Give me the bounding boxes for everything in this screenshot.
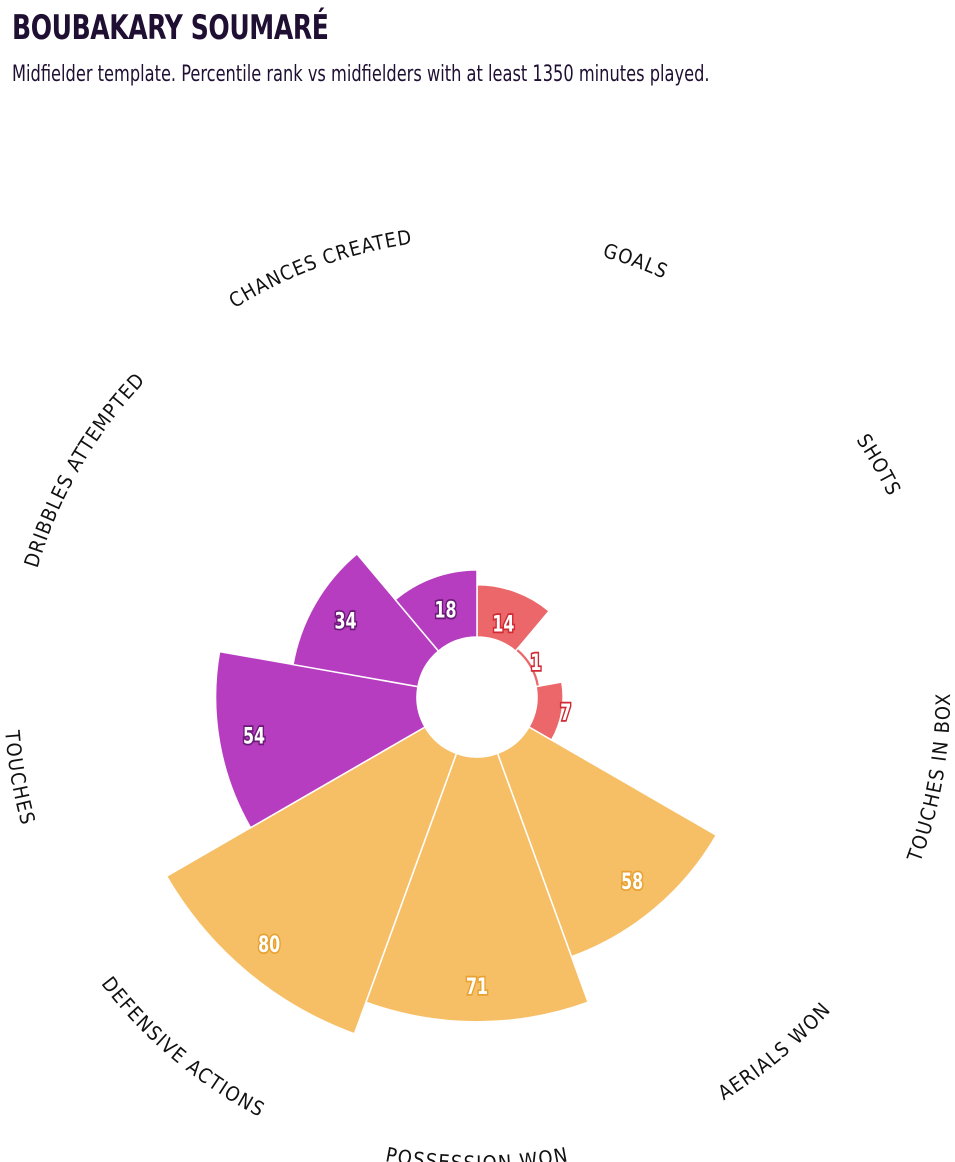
category-label-touches: TOUCHES bbox=[0, 728, 40, 827]
value-label-goals: 14 bbox=[492, 612, 514, 637]
category-label-aerials-won: AERIALS WON bbox=[714, 997, 836, 1105]
value-label-possession-won: 71 bbox=[466, 974, 488, 999]
category-label-defensive-actions: DEFENSIVE ACTIONS bbox=[97, 972, 269, 1122]
category-label-dribbles-attempted: DRIBBLES ATTEMPTED bbox=[19, 368, 149, 571]
bar-touches bbox=[214, 650, 427, 829]
category-label-touches-in-box: TOUCHES IN BOX bbox=[902, 693, 955, 866]
value-label-aerials-won: 58 bbox=[621, 869, 643, 894]
bar-dribbles-attempted bbox=[292, 552, 440, 688]
value-label-touches: 54 bbox=[243, 724, 265, 749]
bar-goals bbox=[476, 584, 551, 653]
category-label-possession-won: POSSESSION WON bbox=[384, 1142, 570, 1162]
bar-chances-created bbox=[394, 569, 478, 653]
chart-title: BOUBAKARY SOUMARÉ bbox=[12, 8, 329, 48]
value-label-chances-created: 18 bbox=[434, 598, 456, 623]
category-label-shots: SHOTS bbox=[852, 429, 906, 499]
bar-possession-won bbox=[364, 752, 590, 1023]
value-label-dribbles-attempted: 34 bbox=[335, 608, 357, 633]
chart-subtitle: Midfielder template. Percentile rank vs … bbox=[12, 62, 710, 87]
value-label-touches-in-box: 7 bbox=[560, 700, 571, 725]
value-label-shots: 1 bbox=[530, 650, 541, 675]
bar-aerials-won bbox=[496, 725, 718, 958]
category-label-goals: GOALS bbox=[601, 238, 672, 284]
category-label-chances-created: CHANCES CREATED bbox=[225, 225, 414, 313]
value-label-defensive-actions: 80 bbox=[258, 932, 280, 957]
bar-defensive-actions bbox=[165, 725, 458, 1035]
